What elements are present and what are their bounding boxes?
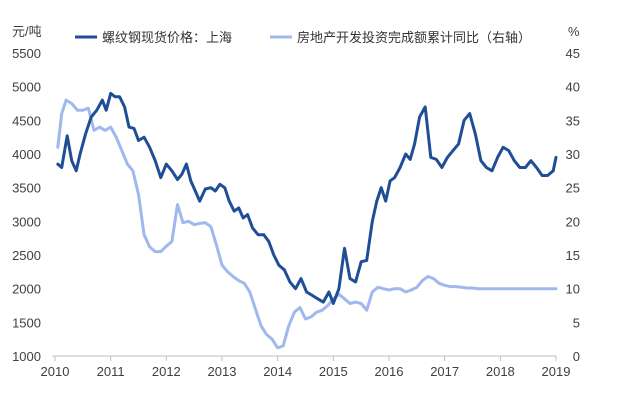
y-right-tick-label: 45 [566, 46, 580, 61]
y-left-tick-label: 4000 [12, 147, 41, 162]
legend-label-investment-yoy: 房地产开发投资完成额累计同比（右轴） [297, 30, 531, 45]
y-left-tick-label: 5500 [12, 46, 41, 61]
y-right-tick-label: 40 [566, 80, 580, 95]
y-left-tick-label: 3000 [12, 214, 41, 229]
legend-label-steel-price: 螺纹钢现货价格：上海 [102, 30, 232, 45]
y-right-ticks: 0 5 10 15 20 25 30 35 40 45 [566, 46, 580, 364]
plot-series [56, 91, 558, 350]
x-tick-label: 2011 [97, 364, 125, 379]
y-right-tick-label: 25 [566, 181, 580, 196]
x-tick-label: 2016 [375, 364, 404, 379]
x-tick-label: 2018 [486, 364, 515, 379]
y-left-tick-label: 4500 [12, 113, 41, 128]
x-tick-label: 2013 [208, 364, 237, 379]
right-axis-unit: % [568, 24, 580, 39]
y-left-tick-label: 2500 [12, 248, 41, 263]
series-line-steel-price [56, 91, 558, 305]
x-tick-label: 2012 [152, 364, 181, 379]
y-right-tick-label: 15 [566, 248, 580, 263]
x-tick-label: 2017 [430, 364, 459, 379]
x-tick-label: 2010 [41, 364, 70, 379]
x-tick-label: 2019 [542, 364, 571, 379]
x-ticks: 2010 2011 2012 2013 2014 2015 2016 2017 2018 2019 [41, 356, 571, 379]
y-right-tick-label: 10 [566, 282, 580, 297]
y-right-tick-label: 35 [566, 113, 580, 128]
legend: 螺纹钢现货价格：上海 房地产开发投资完成额累计同比（右轴） [75, 30, 531, 45]
y-right-tick-label: 20 [566, 214, 580, 229]
y-right-tick-label: 5 [573, 315, 580, 330]
series-line-investment-yoy [56, 98, 558, 350]
x-tick-label: 2014 [263, 364, 292, 379]
y-left-tick-label: 1000 [12, 349, 41, 364]
y-right-tick-label: 30 [566, 147, 580, 162]
y-left-tick-label: 3500 [12, 181, 41, 196]
y-left-tick-label: 5000 [12, 80, 41, 95]
y-left-tick-label: 1500 [12, 315, 41, 330]
left-axis-unit: 元/吨 [12, 24, 42, 39]
y-left-tick-label: 2000 [12, 282, 41, 297]
y-right-tick-label: 0 [573, 349, 580, 364]
x-tick-label: 2015 [319, 364, 348, 379]
y-left-ticks: 1000 1500 2000 2500 3000 3500 4000 4500 5000 5500 [12, 46, 41, 364]
